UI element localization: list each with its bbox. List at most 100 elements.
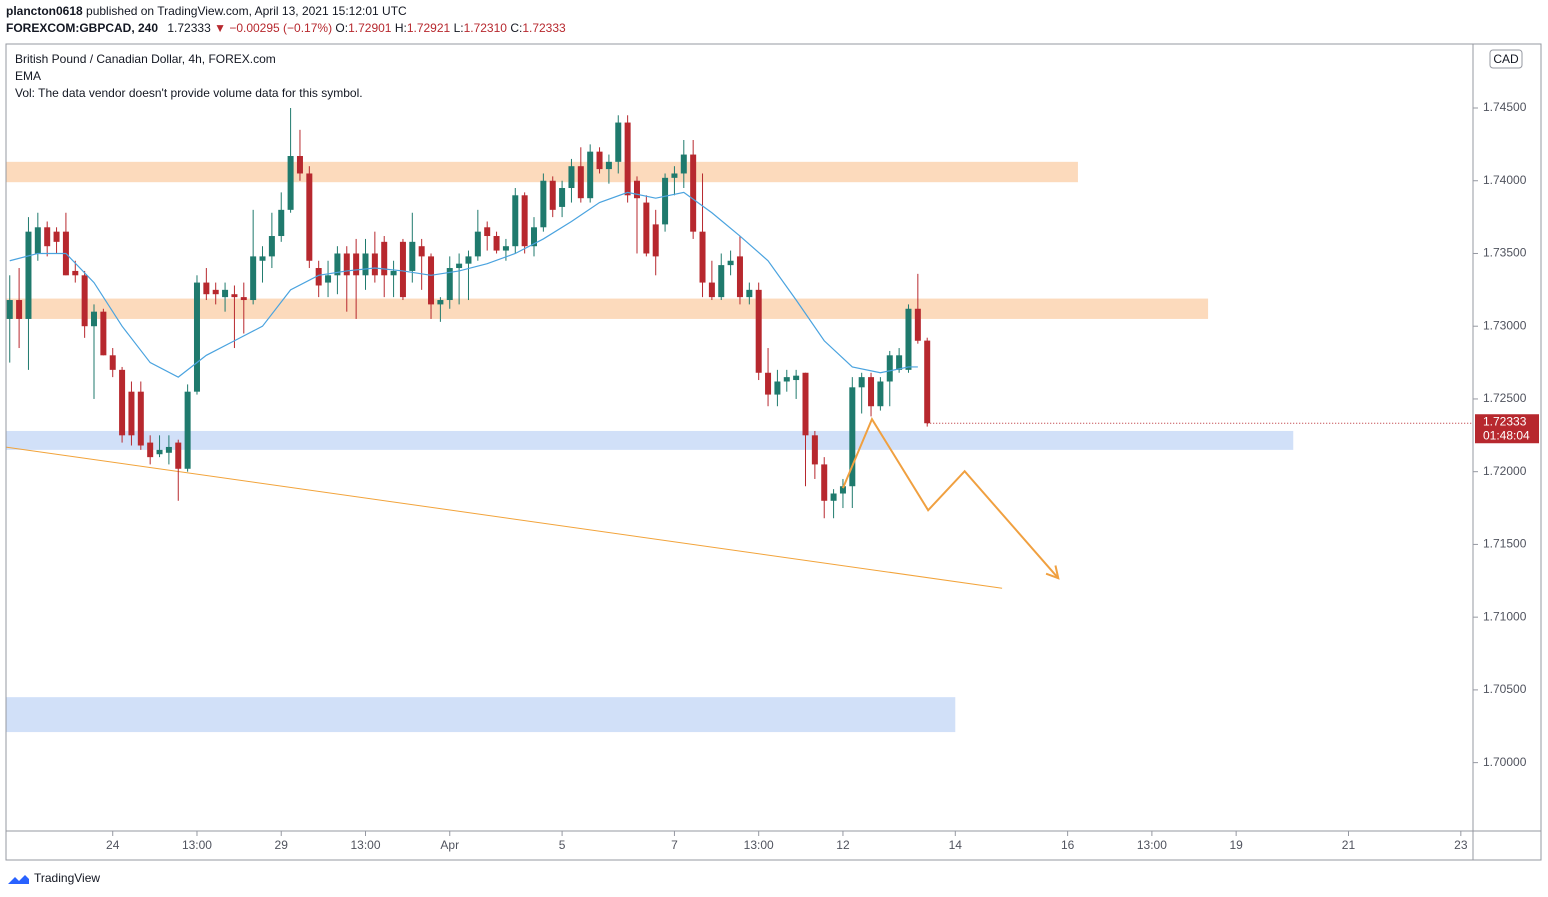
candle-body bbox=[53, 231, 60, 242]
candle-body bbox=[615, 122, 622, 162]
candle-body bbox=[409, 241, 416, 271]
candle-body bbox=[783, 377, 790, 382]
ema-legend: EMA bbox=[15, 69, 41, 83]
plot-area bbox=[5, 108, 1473, 733]
candle-body bbox=[540, 180, 547, 228]
x-tick-label: Apr bbox=[440, 838, 459, 852]
footer-logo: TradingView bbox=[8, 871, 100, 885]
y-tick-label: 1.73500 bbox=[1483, 246, 1527, 260]
candle-body bbox=[128, 391, 135, 436]
y-tick-label: 1.74000 bbox=[1483, 173, 1527, 187]
chart-title: British Pound / Canadian Dollar, 4h, FOR… bbox=[15, 52, 276, 66]
trendline bbox=[5, 446, 1003, 589]
candle-body bbox=[371, 253, 378, 276]
x-tick-label: 19 bbox=[1229, 838, 1243, 852]
candle-body bbox=[924, 340, 931, 424]
candle-body bbox=[119, 369, 126, 436]
candle-body bbox=[559, 188, 566, 207]
candle-body bbox=[521, 195, 528, 247]
candle-body bbox=[512, 195, 519, 247]
candle-body bbox=[680, 154, 687, 174]
candle-body bbox=[399, 241, 406, 298]
candle-body bbox=[849, 387, 856, 487]
candle-body bbox=[212, 289, 219, 295]
candle-body bbox=[16, 300, 23, 319]
candle-body bbox=[343, 253, 350, 276]
change: ▼ −0.00295 (−0.17%) bbox=[214, 21, 332, 35]
y-tick-label: 1.70000 bbox=[1483, 755, 1527, 769]
candle-body bbox=[896, 355, 903, 370]
candle-body bbox=[605, 161, 612, 170]
x-tick-label: 13:00 bbox=[350, 838, 380, 852]
x-tick-label: 14 bbox=[949, 838, 963, 852]
zone bbox=[6, 161, 1078, 183]
zone bbox=[6, 697, 956, 733]
zone bbox=[6, 298, 1209, 319]
y-tick-label: 1.71500 bbox=[1483, 537, 1527, 551]
ohlc-value: 1.72901 bbox=[348, 21, 392, 35]
candle-body bbox=[596, 151, 603, 170]
candle-body bbox=[362, 253, 369, 276]
candle-body bbox=[549, 180, 556, 210]
candle-body bbox=[231, 294, 238, 298]
x-tick-label: 13:00 bbox=[182, 838, 212, 852]
candle-body bbox=[156, 449, 163, 455]
brand: TradingView bbox=[34, 871, 100, 885]
x-tick-label: 16 bbox=[1061, 838, 1075, 852]
y-tick-label: 1.72500 bbox=[1483, 391, 1527, 405]
candle-body bbox=[81, 275, 88, 327]
y-tick-label: 1.73000 bbox=[1483, 318, 1527, 332]
candle-body bbox=[72, 270, 79, 276]
candle-body bbox=[465, 256, 472, 264]
ema-line bbox=[9, 191, 918, 378]
last-price-box bbox=[1475, 414, 1539, 444]
candle-body bbox=[868, 377, 875, 407]
candle-body bbox=[839, 486, 846, 494]
candle-body bbox=[633, 180, 640, 199]
x-tick-label: 13:00 bbox=[744, 838, 774, 852]
last-price-label: 1.72333 bbox=[1483, 414, 1527, 428]
candle-body bbox=[193, 282, 200, 392]
ohlc-label: H: bbox=[395, 21, 407, 35]
zone bbox=[6, 430, 1294, 450]
candle-body bbox=[91, 311, 98, 327]
y-tick-label: 1.74500 bbox=[1483, 100, 1527, 114]
x-tick-label: 23 bbox=[1454, 838, 1468, 852]
candle-body bbox=[662, 177, 669, 225]
candle-body bbox=[325, 275, 332, 283]
candle-body bbox=[690, 154, 697, 232]
candle-body bbox=[147, 442, 154, 458]
header-line-2: FOREXCOM:GBPCAD, 240 1.72333 ▼ −0.00295 … bbox=[6, 21, 566, 35]
candle-body bbox=[624, 122, 631, 196]
candle-body bbox=[858, 377, 865, 388]
candle-body bbox=[802, 372, 809, 436]
candle-body bbox=[446, 268, 453, 301]
candle-body bbox=[34, 227, 41, 254]
candle-body bbox=[699, 231, 706, 283]
candle-body bbox=[502, 246, 509, 251]
x-tick-label: 5 bbox=[559, 838, 566, 852]
candle-body bbox=[390, 270, 397, 276]
candle-body bbox=[765, 372, 772, 395]
header-line-1: plancton0618 published on TradingView.co… bbox=[6, 4, 407, 18]
x-tick-label: 29 bbox=[275, 838, 289, 852]
candle-body bbox=[493, 236, 500, 251]
candle-body bbox=[184, 391, 191, 469]
candle-body bbox=[428, 256, 435, 305]
ohlc-label: C: bbox=[510, 21, 522, 35]
candle-body bbox=[577, 166, 584, 199]
candle-body bbox=[259, 256, 266, 261]
candle-body bbox=[587, 151, 594, 199]
candle-body bbox=[643, 202, 650, 254]
ohlc-value: 1.72310 bbox=[464, 21, 508, 35]
candle-body bbox=[240, 297, 247, 301]
candle-body bbox=[306, 173, 313, 261]
currency-box bbox=[1489, 49, 1523, 69]
candle-body bbox=[250, 256, 257, 301]
arrow-head bbox=[1045, 565, 1060, 580]
logo-icon bbox=[8, 875, 29, 884]
candle-body bbox=[203, 282, 210, 295]
candle-body bbox=[652, 224, 659, 257]
candle-body bbox=[531, 227, 538, 247]
candle-body bbox=[418, 246, 425, 257]
